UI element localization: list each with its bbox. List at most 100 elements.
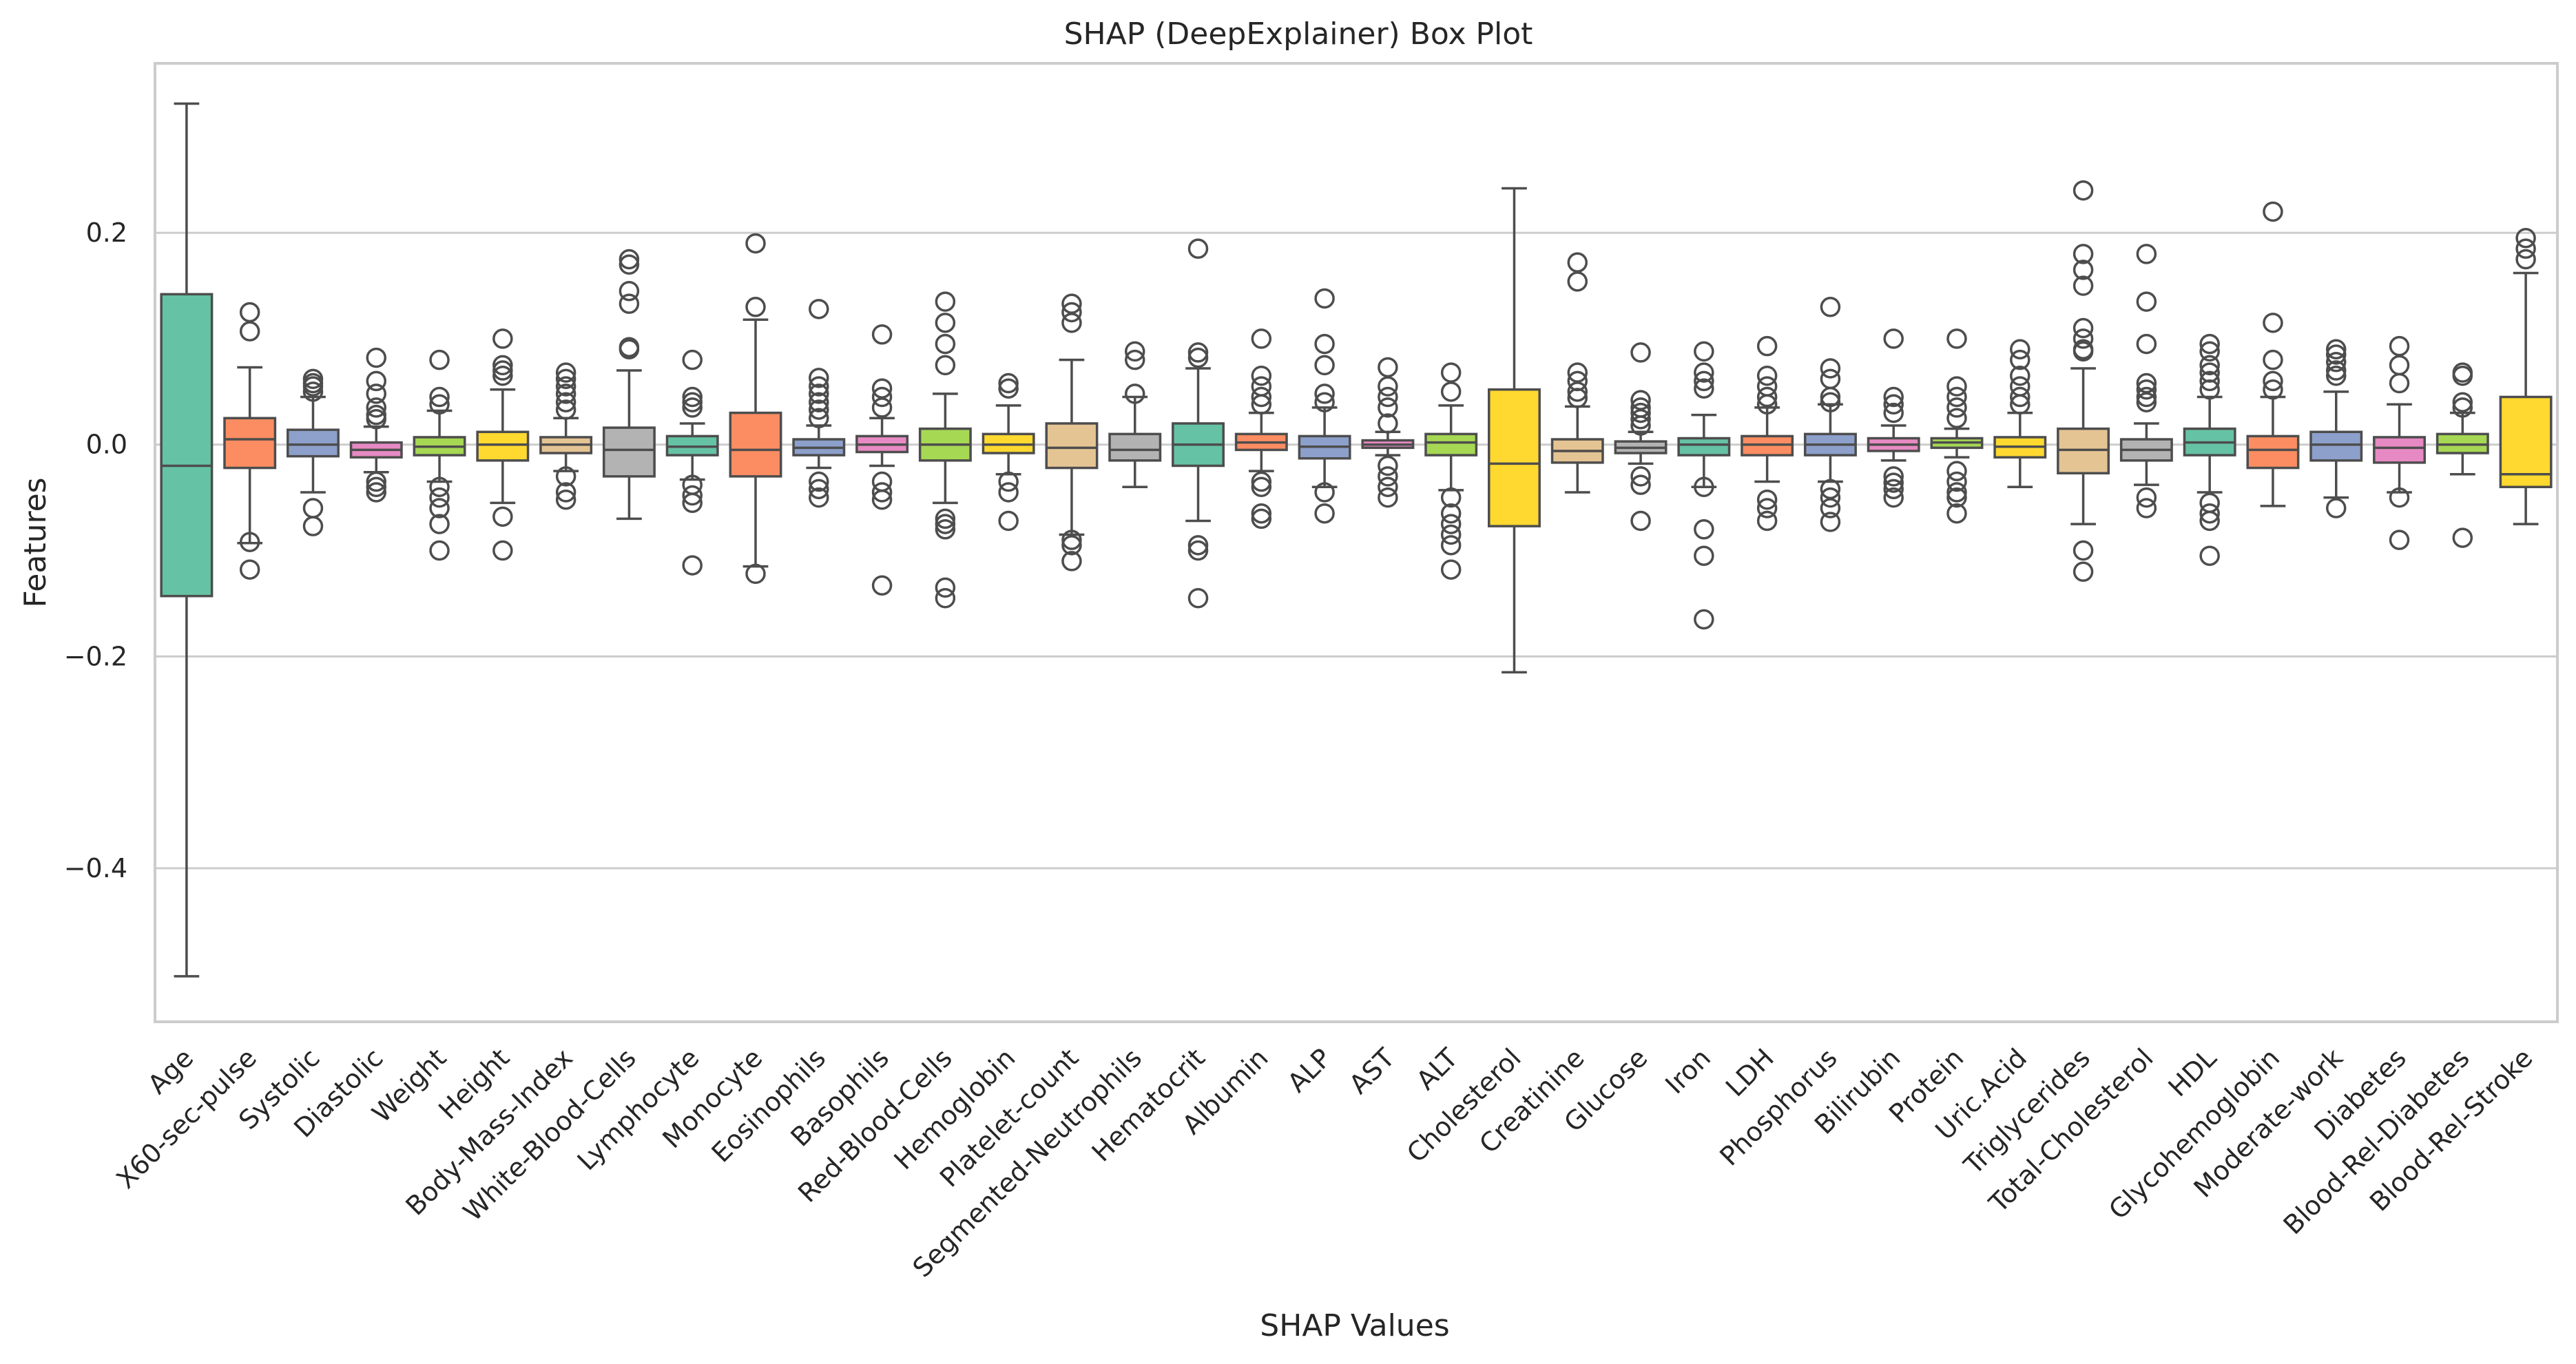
outlier-point — [1378, 386, 1398, 408]
outlier-point — [1314, 482, 1335, 503]
outlier-point — [1124, 341, 1145, 362]
outlier-point — [935, 291, 956, 312]
outlier-point — [1820, 512, 1841, 532]
outlier-point — [492, 328, 513, 349]
outlier-point — [1314, 355, 1335, 376]
outlier-point — [555, 392, 577, 412]
outlier-point — [682, 392, 703, 412]
outlier-point — [429, 476, 450, 497]
plot-frame — [154, 62, 2559, 1023]
box-hematocrit — [1172, 238, 1225, 609]
outlier-point — [555, 362, 577, 383]
outlier-point — [1440, 514, 1462, 534]
outlier-point — [2073, 561, 2094, 583]
outlier-point — [1883, 479, 1904, 500]
outlier-point — [2263, 349, 2283, 370]
outlier-point — [1630, 466, 1651, 487]
outlier-point — [302, 376, 324, 397]
outlier-point — [935, 508, 956, 529]
outlier-point — [871, 386, 893, 408]
outlier-point — [1061, 535, 1082, 556]
outlier-point — [871, 324, 893, 345]
outlier-point — [366, 370, 387, 392]
outlier-point — [2136, 392, 2157, 412]
outlier-point — [2136, 333, 2157, 355]
outlier-point — [1883, 402, 1904, 423]
outlier-point — [1883, 466, 1904, 487]
outlier-point — [1251, 365, 1272, 386]
outlier-point — [682, 555, 703, 576]
box-protein — [1930, 328, 1984, 524]
outlier-point — [809, 384, 829, 404]
outlier-point — [366, 482, 387, 503]
box-systolic — [287, 368, 340, 536]
y-tick-label: 0.2 — [86, 218, 127, 248]
outlier-point — [1378, 476, 1398, 497]
outlier-point — [2010, 386, 2030, 408]
outlier-point — [2073, 275, 2094, 296]
outlier-point — [1251, 476, 1272, 497]
outlier-point — [366, 471, 387, 492]
box-hdl — [2183, 333, 2236, 566]
outlier-point — [998, 373, 1019, 394]
outlier-point — [239, 532, 260, 552]
outlier-point — [239, 321, 260, 342]
outlier-point — [1883, 487, 1904, 508]
outlier-point — [1314, 384, 1335, 404]
outlier-point — [2389, 529, 2410, 550]
y-tick-labels: 0.2 0.0 −0.2 −0.4 — [64, 218, 127, 883]
outlier-point — [809, 399, 829, 420]
outlier-point — [809, 299, 829, 319]
outlier-point — [555, 399, 577, 420]
iqr-box — [2246, 434, 2300, 470]
outlier-point — [1378, 376, 1398, 397]
box-total-cholesterol — [2119, 244, 2173, 518]
outlier-point — [492, 540, 513, 561]
outlier-point — [619, 254, 640, 275]
outlier-point — [2199, 510, 2220, 532]
iqr-box — [2373, 436, 2426, 464]
box-monocyte — [729, 233, 782, 585]
outlier-point — [682, 349, 703, 370]
outlier-point — [1378, 413, 1398, 434]
outlier-point — [1946, 503, 1967, 524]
outlier-point — [2199, 370, 2220, 392]
iqr-box — [1424, 432, 1478, 457]
box-bilirubin — [1867, 328, 1920, 508]
outlier-point — [1946, 482, 1967, 503]
outlier-point — [1946, 408, 1967, 429]
outlier-point — [2199, 355, 2220, 376]
box-segmented-neutrophils — [1108, 341, 1162, 488]
box-eosinophils — [792, 299, 846, 508]
outlier-point — [2515, 238, 2536, 259]
outlier-point — [1883, 472, 1904, 493]
box-glucose — [1614, 342, 1668, 532]
outlier-point — [809, 479, 829, 500]
outlier-point — [1820, 487, 1841, 508]
outlier-point — [1694, 362, 1714, 383]
outlier-point — [1314, 392, 1335, 412]
outlier-point — [2452, 527, 2473, 548]
outlier-point — [1756, 510, 1778, 532]
outlier-point — [1378, 455, 1398, 476]
outlier-point — [1630, 342, 1651, 363]
y-tick-label: −0.4 — [64, 853, 127, 883]
box-white-blood-cells — [602, 249, 656, 521]
outlier-point — [1694, 519, 1714, 540]
outlier-point — [809, 368, 829, 388]
box-age — [160, 102, 214, 978]
outlier-point — [935, 514, 956, 534]
outlier-point — [1251, 503, 1272, 524]
outlier-point — [1883, 328, 1904, 349]
outlier-point — [935, 588, 956, 609]
outlier-point — [619, 280, 640, 302]
outlier-point — [2325, 498, 2347, 518]
outlier-point — [1187, 342, 1209, 363]
outlier-point — [2073, 260, 2094, 280]
outlier-point — [2325, 365, 2347, 386]
outlier-point — [1187, 238, 1209, 259]
outlier-point — [998, 471, 1019, 492]
outlier-point — [2263, 370, 2283, 392]
outlier-point — [2452, 397, 2473, 418]
outlier-point — [555, 384, 577, 404]
